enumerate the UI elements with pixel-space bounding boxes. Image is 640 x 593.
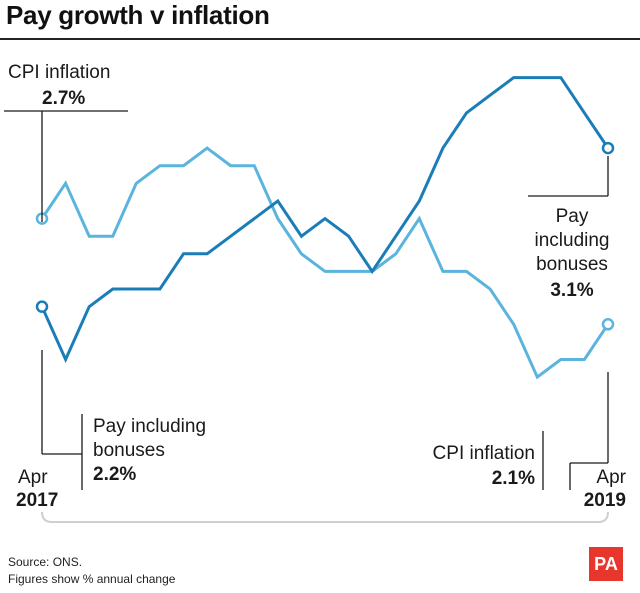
cpi-start-label: CPI inflation [8, 62, 110, 83]
pa-logo: PA [589, 547, 623, 581]
cpi-end-label: CPI inflation [433, 443, 535, 464]
pay-start-point [35, 300, 49, 313]
pay-end-value: 3.1% [550, 280, 593, 301]
x-start-year: 2017 [16, 490, 58, 511]
pay-start-line1: Pay including [93, 416, 206, 437]
figures-note: Figures show % annual change [8, 572, 176, 586]
cpi-start-value: 2.7% [42, 88, 85, 109]
pay-end-point [601, 141, 615, 155]
line-chart: CPI inflation 2.7% Pay including bonuses… [4, 62, 627, 523]
pay-end-line2: including [535, 230, 610, 251]
title-rule [0, 38, 640, 40]
pay-end-line3: bonuses [536, 254, 608, 275]
source-note: Source: ONS. [8, 555, 83, 569]
pay-start-value: 2.2% [93, 464, 136, 485]
pay-start-annotation: Pay including bonuses 2.2% [41, 350, 206, 490]
series-line-cpi [40, 146, 610, 380]
x-end-month: Apr [596, 467, 626, 488]
x-end-year: 2019 [584, 490, 626, 511]
x-start-month: Apr [18, 467, 48, 488]
chart-title: Pay growth v inflation [6, 0, 270, 30]
cpi-start-annotation: CPI inflation 2.7% [4, 62, 128, 222]
series-line-pay [40, 76, 610, 364]
cpi-end-point [601, 318, 615, 331]
cpi-end-annotation: CPI inflation 2.1% [433, 372, 609, 490]
series-layer [35, 76, 615, 380]
cpi-end-value: 2.1% [492, 468, 535, 489]
pay-end-annotation: Pay including bonuses 3.1% [528, 156, 610, 301]
pay-start-line2: bonuses [93, 440, 165, 461]
timeline-bracket [41, 511, 609, 523]
pay-end-line1: Pay [556, 206, 589, 227]
